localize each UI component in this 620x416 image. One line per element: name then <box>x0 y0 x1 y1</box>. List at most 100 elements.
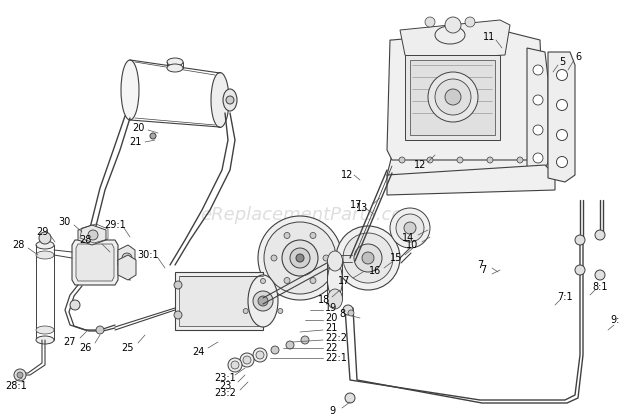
Ellipse shape <box>211 72 229 127</box>
Text: 23: 23 <box>219 381 231 391</box>
Circle shape <box>256 351 264 359</box>
Polygon shape <box>387 155 545 185</box>
Text: 20: 20 <box>325 313 337 323</box>
Circle shape <box>231 361 239 369</box>
Text: 13: 13 <box>356 203 368 213</box>
Circle shape <box>445 17 461 33</box>
Text: 17: 17 <box>350 200 362 210</box>
Circle shape <box>457 157 463 163</box>
Circle shape <box>70 300 80 310</box>
Polygon shape <box>400 20 510 60</box>
Text: 6: 6 <box>575 52 581 62</box>
Circle shape <box>557 69 567 81</box>
Circle shape <box>258 216 342 300</box>
Text: 11: 11 <box>483 32 495 42</box>
Text: 19: 19 <box>325 303 337 313</box>
Text: 29:1: 29:1 <box>104 220 126 230</box>
Circle shape <box>465 17 475 27</box>
Circle shape <box>174 311 182 319</box>
Text: 16: 16 <box>369 266 381 276</box>
Polygon shape <box>78 225 106 245</box>
Text: 9:1: 9:1 <box>610 315 620 325</box>
Circle shape <box>310 277 316 284</box>
Text: 8:1: 8:1 <box>592 282 608 292</box>
Text: 26: 26 <box>79 343 91 353</box>
Text: 12: 12 <box>414 160 426 170</box>
Circle shape <box>428 72 478 122</box>
Circle shape <box>533 153 543 163</box>
Circle shape <box>575 235 585 245</box>
Circle shape <box>271 346 279 354</box>
Text: 7: 7 <box>480 265 486 275</box>
Circle shape <box>282 240 318 276</box>
Text: 29: 29 <box>36 227 48 237</box>
Text: 7:1: 7:1 <box>557 292 573 302</box>
Text: 22:1: 22:1 <box>325 353 347 363</box>
Text: 5: 5 <box>559 57 565 67</box>
Ellipse shape <box>327 251 342 271</box>
Ellipse shape <box>327 289 342 309</box>
Text: 15: 15 <box>390 253 402 263</box>
Circle shape <box>557 156 567 168</box>
Circle shape <box>343 305 353 315</box>
Text: eReplacementParts.com: eReplacementParts.com <box>200 206 420 224</box>
Polygon shape <box>387 30 545 160</box>
Bar <box>179 276 259 326</box>
Polygon shape <box>118 255 136 280</box>
Text: 20: 20 <box>132 123 144 133</box>
Circle shape <box>271 255 277 261</box>
Text: 7: 7 <box>477 260 483 270</box>
Text: 23:1: 23:1 <box>214 373 236 383</box>
Circle shape <box>253 348 267 362</box>
Text: 25: 25 <box>122 343 135 353</box>
Polygon shape <box>76 244 114 281</box>
Circle shape <box>425 17 435 27</box>
Polygon shape <box>118 245 135 270</box>
Ellipse shape <box>36 336 54 344</box>
Circle shape <box>150 133 156 139</box>
Circle shape <box>396 214 424 242</box>
Ellipse shape <box>36 251 54 259</box>
Circle shape <box>557 99 567 111</box>
Circle shape <box>487 157 493 163</box>
Ellipse shape <box>435 26 465 44</box>
Text: 27: 27 <box>64 337 76 347</box>
Circle shape <box>336 226 400 290</box>
Circle shape <box>278 309 283 314</box>
Text: 23:2: 23:2 <box>214 388 236 398</box>
Circle shape <box>595 230 605 240</box>
Circle shape <box>264 222 336 294</box>
Circle shape <box>435 79 471 115</box>
Circle shape <box>17 372 23 378</box>
Bar <box>405 55 500 140</box>
Circle shape <box>96 326 104 334</box>
Circle shape <box>240 353 254 367</box>
Polygon shape <box>548 52 575 182</box>
Text: 18: 18 <box>318 295 330 305</box>
Circle shape <box>286 341 294 349</box>
Circle shape <box>348 310 354 316</box>
Text: 14: 14 <box>402 233 414 243</box>
Ellipse shape <box>167 64 183 72</box>
Circle shape <box>296 254 304 262</box>
Text: 21: 21 <box>325 323 337 333</box>
Circle shape <box>345 393 355 403</box>
Circle shape <box>557 129 567 141</box>
Polygon shape <box>527 48 548 172</box>
Text: 22:2: 22:2 <box>325 333 347 343</box>
Text: 30: 30 <box>58 217 70 227</box>
Circle shape <box>253 291 273 311</box>
Circle shape <box>323 255 329 261</box>
Circle shape <box>399 157 405 163</box>
Text: 9: 9 <box>329 406 335 416</box>
Circle shape <box>226 96 234 104</box>
Circle shape <box>290 248 310 268</box>
Circle shape <box>445 89 461 105</box>
Circle shape <box>362 252 374 264</box>
Ellipse shape <box>36 241 54 249</box>
Ellipse shape <box>248 275 278 327</box>
Text: 30:1: 30:1 <box>137 250 159 260</box>
Text: 28:1: 28:1 <box>5 381 27 391</box>
Ellipse shape <box>36 326 54 334</box>
Circle shape <box>174 281 182 289</box>
